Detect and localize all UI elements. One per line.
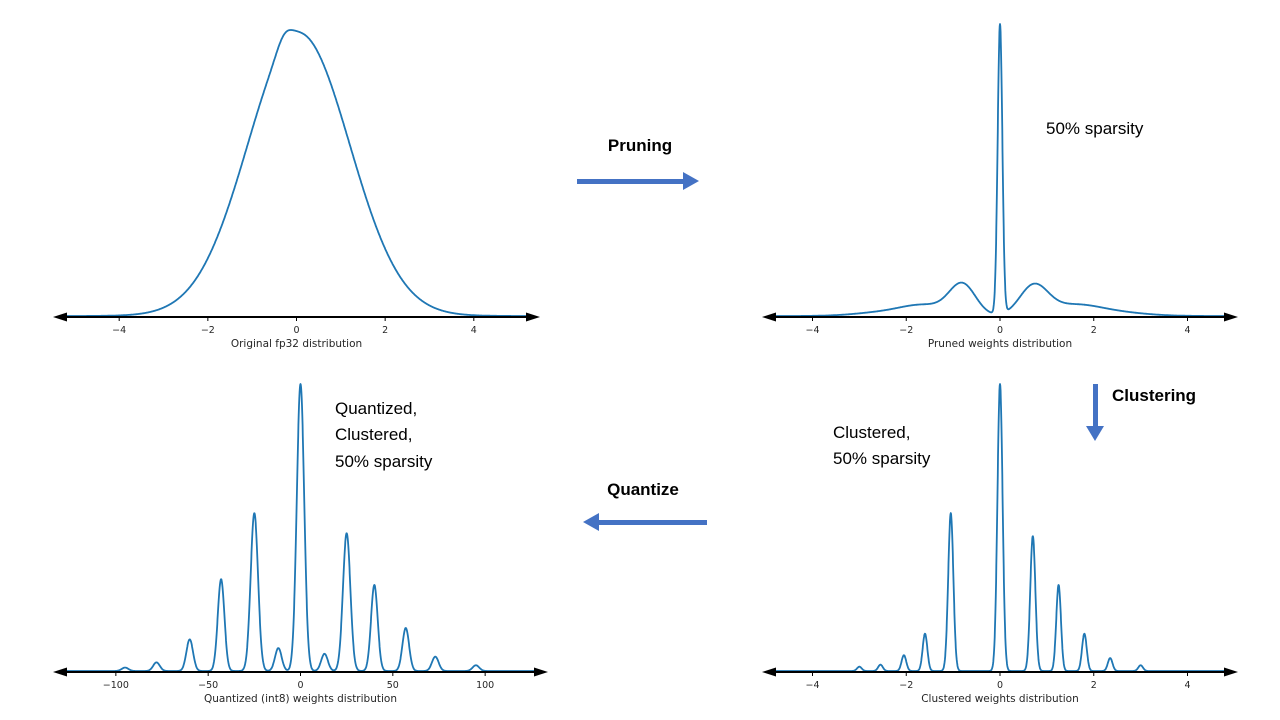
pruning-arrow-shaft [577,178,683,184]
svg-text:Quantized (int8) weights distr: Quantized (int8) weights distribution [204,693,397,705]
svg-text:Pruned weights distribution: Pruned weights distribution [928,338,1072,350]
svg-text:−2: −2 [899,680,913,691]
pruned-sparsity-note: 50% sparsity [1046,119,1144,138]
chart-original: −4 −2 0 2 4 Original fp32 distribution [40,8,545,353]
quantized-note: Quantized, Clustered, 50% sparsity [335,399,433,471]
pruned-distribution-plot: −4 −2 0 2 4 Pruned weights distribution [762,23,1238,350]
svg-text:2: 2 [382,325,388,336]
svg-text:4: 4 [1184,325,1190,336]
svg-text:0: 0 [297,680,303,691]
svg-text:−2: −2 [201,325,215,336]
clustered-distribution-plot: −4 −2 0 2 4 Clustered weights distribution [762,383,1238,705]
svg-text:−4: −4 [112,325,126,336]
svg-text:2: 2 [1091,680,1097,691]
clustering-label: Clustering [1112,386,1197,405]
clustering-arrow-icon [1086,384,1104,441]
svg-text:50: 50 [387,680,399,691]
svg-text:−100: −100 [103,680,129,691]
svg-text:−50: −50 [198,680,218,691]
chart-pruned: −4 −2 0 2 4 Pruned weights distribution [755,8,1240,353]
clustering-arrow-shaft [1092,384,1098,426]
pruning-arrowhead-icon [683,172,699,190]
chart-quantized: −100 −50 0 50 100 Quantized (int8) weights di… [40,368,552,718]
original-distribution-plot: −4 −2 0 2 4 Original fp32 distribution [53,29,540,350]
svg-text:0: 0 [293,325,299,336]
pruning-label: Pruning [607,136,673,155]
quantize-arrowhead-icon [583,513,599,531]
quantize-label: Quantize [607,480,679,499]
pruning-arrow-icon [577,172,699,190]
svg-text:0: 0 [997,680,1003,691]
svg-text:Original fp32 distribution: Original fp32 distribution [231,338,362,350]
svg-text:4: 4 [471,325,477,336]
quantize-arrow-shaft [599,519,707,525]
quantized-distribution-plot: −100 −50 0 50 100 Quantized (int8) weights di… [53,383,548,705]
svg-text:−2: −2 [899,325,913,336]
quantize-arrow-icon [583,513,707,531]
svg-text:−4: −4 [805,680,819,691]
svg-text:2: 2 [1091,325,1097,336]
svg-text:0: 0 [997,325,1003,336]
clustering-arrowhead-icon [1086,426,1104,441]
chart-clustered: −4 −2 0 2 4 Clustered weights distribution [755,368,1240,718]
svg-text:Clustered weights distribution: Clustered weights distribution [921,693,1079,705]
clustered-note: Clustered, 50% sparsity [833,423,931,469]
svg-text:−4: −4 [805,325,819,336]
svg-text:100: 100 [476,680,494,691]
svg-text:4: 4 [1184,680,1190,691]
